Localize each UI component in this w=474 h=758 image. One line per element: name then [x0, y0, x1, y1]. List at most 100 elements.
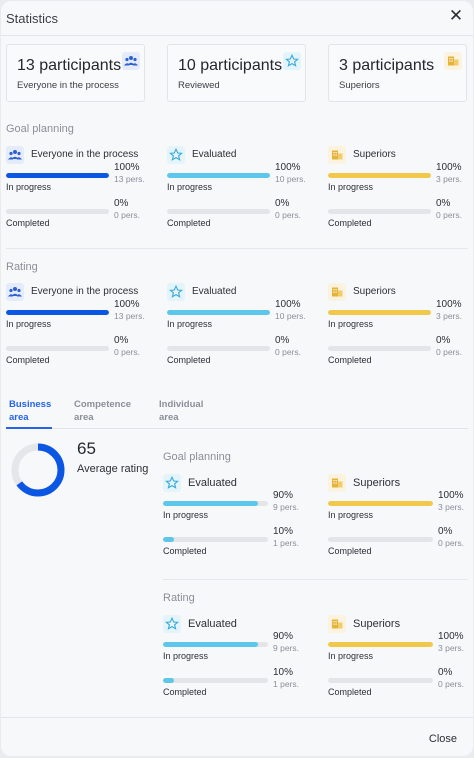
- percent-value: 100%: [436, 162, 462, 173]
- person-count: 0 pers.: [438, 679, 464, 689]
- completed-bar: [163, 678, 268, 683]
- bar-fill: [163, 501, 258, 506]
- percent-value: 10%: [273, 667, 294, 678]
- person-count: 0 pers.: [436, 347, 462, 357]
- in-progress-label: In progress: [163, 510, 209, 520]
- completed-bar: [6, 209, 109, 214]
- person-count: 0 pers.: [275, 210, 301, 220]
- in-progress-bar: [328, 173, 431, 178]
- bar-fill: [167, 173, 270, 178]
- completed-label: Completed: [328, 687, 372, 697]
- close-button[interactable]: Close: [428, 733, 457, 745]
- group-label: Superiors: [353, 477, 401, 489]
- tab-individual-area[interactable]: Individual area: [159, 398, 203, 424]
- percent-value: 90%: [273, 631, 294, 642]
- section-title-goal-planning: Goal planning: [6, 123, 74, 135]
- building-icon: [444, 52, 462, 70]
- completed-bar: [328, 209, 431, 214]
- person-count: 3 pers.: [436, 311, 462, 321]
- person-count: 0 pers.: [438, 538, 464, 548]
- percent-value: 0%: [114, 335, 129, 346]
- card-label: Superiors: [339, 80, 380, 91]
- percent-value: 0%: [436, 335, 451, 346]
- star-icon: [167, 283, 185, 301]
- percent-value: 0%: [114, 198, 129, 209]
- card-label: Reviewed: [178, 80, 220, 91]
- group-label: Everyone in the process: [31, 286, 139, 297]
- completed-label: Completed: [6, 355, 50, 365]
- completed-label: Completed: [167, 218, 211, 228]
- header-divider: [1, 35, 473, 36]
- dialog-header: Statistics ✕: [1, 1, 473, 35]
- in-progress-bar: [163, 501, 268, 506]
- in-progress-bar: [328, 310, 431, 315]
- person-count: 1 pers.: [273, 679, 299, 689]
- building-icon: [328, 283, 346, 301]
- completed-label: Completed: [167, 355, 211, 365]
- star-icon: [163, 474, 181, 492]
- in-progress-label: In progress: [167, 182, 213, 192]
- tab-label: Competence: [74, 399, 132, 410]
- star-icon: [167, 146, 185, 164]
- group-label: Evaluated: [188, 477, 237, 489]
- completed-bar: [163, 537, 268, 542]
- group-label: Evaluated: [192, 286, 237, 297]
- building-icon: [328, 474, 346, 492]
- building-icon: [328, 146, 346, 164]
- card-reviewed: 10 participants Reviewed: [167, 44, 306, 102]
- person-count: 9 pers.: [273, 502, 299, 512]
- footer-divider: [1, 717, 473, 718]
- average-rating-donut: [11, 443, 65, 497]
- tab-label: area: [74, 412, 94, 423]
- completed-bar: [328, 537, 433, 542]
- card-count: 3 participants: [339, 57, 435, 74]
- close-icon[interactable]: ✕: [448, 6, 464, 25]
- in-progress-label: In progress: [167, 319, 213, 329]
- in-progress-label: In progress: [328, 651, 374, 661]
- person-count: 10 pers.: [275, 311, 306, 321]
- section-title-goal-planning: Goal planning: [163, 451, 231, 463]
- completed-label: Completed: [328, 546, 372, 556]
- card-count: 13 participants: [17, 57, 122, 74]
- in-progress-bar: [167, 310, 270, 315]
- group-label: Superiors: [353, 286, 396, 297]
- percent-value: 0%: [275, 198, 290, 209]
- tab-competence-area[interactable]: Competence area: [74, 398, 131, 424]
- in-progress-label: In progress: [328, 319, 374, 329]
- group-label: Superiors: [353, 618, 401, 630]
- completed-label: Completed: [328, 218, 372, 228]
- tab-business-area[interactable]: Business area: [9, 398, 51, 424]
- percent-value: 100%: [436, 299, 462, 310]
- section-title-rating: Rating: [6, 261, 38, 273]
- group-label: Superiors: [353, 149, 396, 160]
- completed-bar: [328, 678, 433, 683]
- tab-label: Individual: [159, 399, 204, 410]
- bar-fill: [328, 310, 431, 315]
- person-count: 9 pers.: [273, 643, 299, 653]
- average-rating-value: 65: [77, 439, 96, 458]
- star-icon: [283, 52, 301, 70]
- card-everyone: 13 participants Everyone in the process: [6, 44, 145, 102]
- bar-fill: [6, 310, 109, 315]
- person-count: 10 pers.: [275, 174, 306, 184]
- in-progress-bar: [167, 173, 270, 178]
- group-label: Evaluated: [192, 149, 237, 160]
- person-count: 3 pers.: [438, 643, 464, 653]
- bar-fill: [167, 310, 270, 315]
- person-count: 0 pers.: [275, 347, 301, 357]
- completed-bar: [167, 346, 270, 351]
- bar-fill: [328, 501, 433, 506]
- person-count: 13 pers.: [114, 174, 145, 184]
- section-divider: [163, 579, 468, 580]
- people-icon: [6, 283, 24, 301]
- percent-value: 100%: [438, 490, 464, 501]
- percent-value: 0%: [275, 335, 290, 346]
- percent-value: 100%: [275, 162, 301, 173]
- dialog-title: Statistics: [6, 11, 59, 26]
- person-count: 0 pers.: [436, 210, 462, 220]
- person-count: 0 pers.: [114, 347, 140, 357]
- percent-value: 0%: [438, 526, 453, 537]
- percent-value: 100%: [114, 299, 140, 310]
- star-icon: [163, 615, 181, 633]
